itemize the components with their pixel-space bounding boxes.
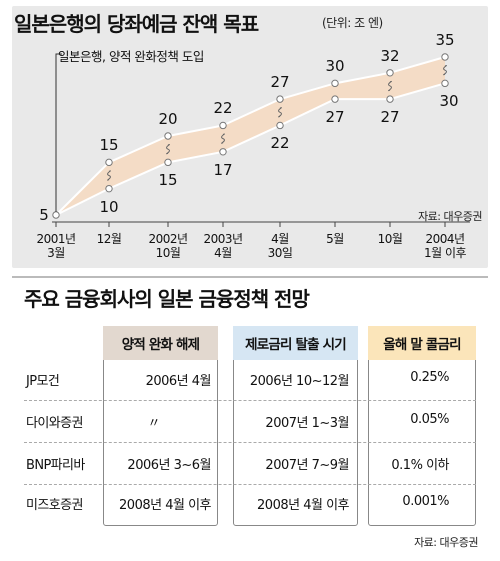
- row-company-3: 미즈호증권: [26, 498, 83, 513]
- legend-bracket: [55, 53, 62, 212]
- value-label-start: 5: [39, 206, 49, 224]
- row-divider: [24, 484, 476, 485]
- upper-value-label-2: 20: [158, 110, 178, 128]
- range-connector: [107, 170, 111, 181]
- upper-point-5: [331, 79, 339, 88]
- section-divider: [12, 276, 488, 278]
- row-company-1: 다이와증권: [26, 416, 83, 431]
- table-cell-3-1: 2008년 4월 이후: [257, 498, 349, 513]
- chart-legend: 일본은행, 양적 완화정책 도입: [58, 49, 204, 64]
- range-connector: [166, 144, 170, 155]
- upper-point-3: [219, 121, 227, 130]
- upper-value-label-3: 22: [213, 99, 233, 118]
- lower-value-label-1: 10: [99, 197, 119, 216]
- chart-unit: (단위: 조 엔): [322, 16, 383, 30]
- x-tick-label-7: 2004년 1월 이후: [423, 232, 467, 260]
- row-company-2: BNP파리바: [26, 458, 85, 473]
- x-tick-label-1: 12월: [96, 232, 122, 246]
- x-tick-label-3: 2003년 4월: [203, 232, 243, 260]
- upper-value-label-6: 32: [380, 46, 400, 65]
- lower-point-7: [441, 79, 449, 88]
- table-cell-0-2: 0.25%: [410, 370, 449, 385]
- table-cell-1-1: 2007년 1~3월: [265, 416, 349, 431]
- upper-point-0: [52, 211, 60, 219]
- table-title: 주요 금융회사의 일본 금융정책 전망: [24, 287, 310, 311]
- table-cell-3-0: 2008년 4월 이후: [119, 498, 211, 513]
- lower-value-label-5: 27: [325, 108, 345, 127]
- upper-value-label-1: 15: [99, 136, 119, 155]
- table-cell-2-2: 0.1% 이하: [391, 458, 449, 473]
- lower-point-2: [164, 158, 172, 167]
- row-company-0: JP모건: [26, 374, 60, 389]
- line-chart: [52, 53, 470, 227]
- upper-point-6: [386, 69, 394, 77]
- lower-point-6: [386, 95, 394, 103]
- series-upper-line: [55, 56, 446, 216]
- table-cell-2-1: 2007년 7~9월: [265, 458, 349, 473]
- upper-value-label-7: 35: [435, 31, 455, 49]
- chart-title: 일본은행의 당좌예금 잔액 목표: [14, 12, 259, 36]
- row-divider: [24, 400, 476, 401]
- lower-value-label-6: 27: [380, 108, 400, 127]
- range-connector: [388, 80, 392, 92]
- lower-value-label-3: 17: [213, 160, 233, 179]
- upper-value-label-4: 27: [270, 73, 290, 92]
- table-cell-2-0: 2006년 3~6월: [127, 458, 211, 473]
- table-cell-3-2: 0.001%: [402, 494, 449, 509]
- range-connector: [221, 133, 225, 144]
- x-tick-label-2: 2002년 10월: [148, 232, 188, 260]
- upper-point-1: [105, 158, 113, 167]
- lower-point-1: [105, 184, 113, 193]
- lower-point-3: [219, 148, 227, 156]
- x-tick-label-0: 2001년 3월: [36, 232, 76, 260]
- row-divider: [24, 442, 476, 443]
- table-cell-0-0: 2006년 4월: [145, 374, 212, 389]
- range-connector: [443, 65, 447, 76]
- chart-source: 자료: 대우증권: [418, 210, 482, 223]
- lower-point-5: [331, 95, 339, 103]
- header-zero-rate-exit: 제로금리 탈출 시기: [233, 326, 358, 360]
- lower-value-label-4: 22: [270, 134, 290, 153]
- x-tick-label-5: 5월: [326, 232, 344, 246]
- lower-value-label-2: 15: [158, 171, 178, 190]
- range-connector: [278, 107, 282, 118]
- table-cell-1-0: 〃: [147, 416, 160, 431]
- upper-point-2: [164, 132, 172, 140]
- x-tick-label-6: 10월: [377, 232, 403, 246]
- target-range-band: [56, 57, 445, 215]
- lower-value-label-7: 30: [439, 92, 459, 111]
- upper-value-label-5: 30: [325, 57, 345, 76]
- header-quantitative-easing: 양적 완화 해제: [103, 326, 218, 360]
- table-source: 자료: 대우증권: [414, 536, 478, 549]
- table-cell-1-2: 0.05%: [410, 412, 449, 427]
- header-call-rate: 올해 말 콜금리: [368, 326, 476, 360]
- x-tick-label-4: 4월 30일: [267, 232, 293, 260]
- upper-point-7: [441, 53, 449, 61]
- lower-point-4: [276, 121, 284, 130]
- upper-point-4: [276, 95, 284, 103]
- table-cell-0-1: 2006년 10~12월: [249, 374, 350, 389]
- series-lower-line: [55, 82, 446, 216]
